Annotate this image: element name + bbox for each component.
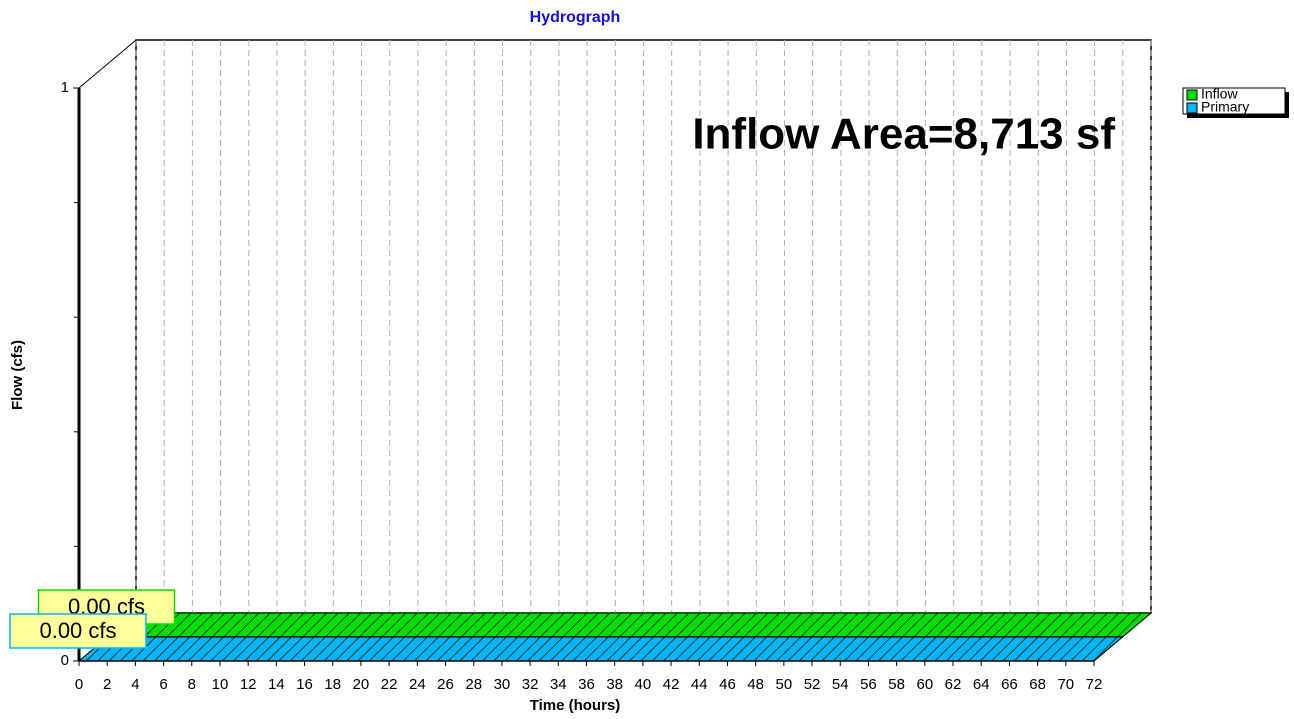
peak-label-text: 0.00 cfs: [39, 618, 116, 643]
legend-swatch: [1186, 102, 1198, 114]
x-tick-label: 52: [804, 676, 821, 693]
legend-label: Primary: [1201, 99, 1249, 115]
peak-label-box: [9, 613, 147, 649]
peak-label: 0.00 cfs: [9, 613, 147, 649]
series-ribbon: [77, 636, 1124, 662]
chart-title: Hydrograph: [530, 9, 621, 26]
x-tick-label: 10: [212, 676, 229, 693]
x-tick-label: 22: [381, 676, 398, 693]
x-tick-label: 38: [606, 676, 623, 693]
x-tick-label: 20: [353, 676, 370, 693]
x-tick-label: 32: [522, 676, 539, 693]
y-tick-label: 1: [61, 79, 69, 96]
wall-edge: [78, 39, 137, 89]
x-tick-label: 72: [1086, 676, 1103, 693]
x-tick-label: 62: [945, 676, 962, 693]
x-tick-label: 18: [324, 676, 341, 693]
x-tick-label: 30: [494, 676, 511, 693]
x-tick-label: 50: [776, 676, 793, 693]
x-tick-label: 14: [268, 676, 285, 693]
x-tick-label: 26: [437, 676, 454, 693]
annotation: Inflow Area=8,713 sf: [692, 110, 1115, 159]
y-axis-label: Flow (cfs): [9, 340, 26, 410]
x-tick-label: 16: [296, 676, 313, 693]
x-tick-label: 66: [1001, 676, 1018, 693]
legend: [1182, 87, 1286, 115]
x-tick-label: 54: [832, 676, 849, 693]
x-tick-label: 68: [1029, 676, 1046, 693]
x-tick-label: 40: [635, 676, 652, 693]
y-tick-label: 0: [61, 652, 69, 669]
x-tick-label: 70: [1057, 676, 1074, 693]
x-tick-label: 34: [550, 676, 567, 693]
x-tick-label: 24: [409, 676, 426, 693]
x-tick-label: 58: [888, 676, 905, 693]
legend-swatch: [1186, 89, 1198, 101]
x-tick-label: 2: [103, 676, 111, 693]
x-tick-label: 64: [973, 676, 990, 693]
x-tick-label: 42: [663, 676, 680, 693]
x-tick-label: 48: [747, 676, 764, 693]
x-tick-label: 0: [75, 676, 83, 693]
x-tick-label: 56: [860, 676, 877, 693]
x-tick-label: 44: [691, 676, 708, 693]
x-tick-label: 8: [188, 676, 196, 693]
x-tick-label: 6: [159, 676, 167, 693]
x-tick-label: 12: [240, 676, 257, 693]
x-tick-label: 46: [719, 676, 736, 693]
series-ribbon: [106, 612, 1153, 638]
x-tick-label: 60: [916, 676, 933, 693]
x-tick-label: 36: [578, 676, 595, 693]
x-axis-label: Time (hours): [530, 697, 621, 714]
legend-label: Inflow: [1201, 86, 1238, 102]
x-tick-label: 28: [465, 676, 482, 693]
x-tick-label: 4: [131, 676, 139, 693]
